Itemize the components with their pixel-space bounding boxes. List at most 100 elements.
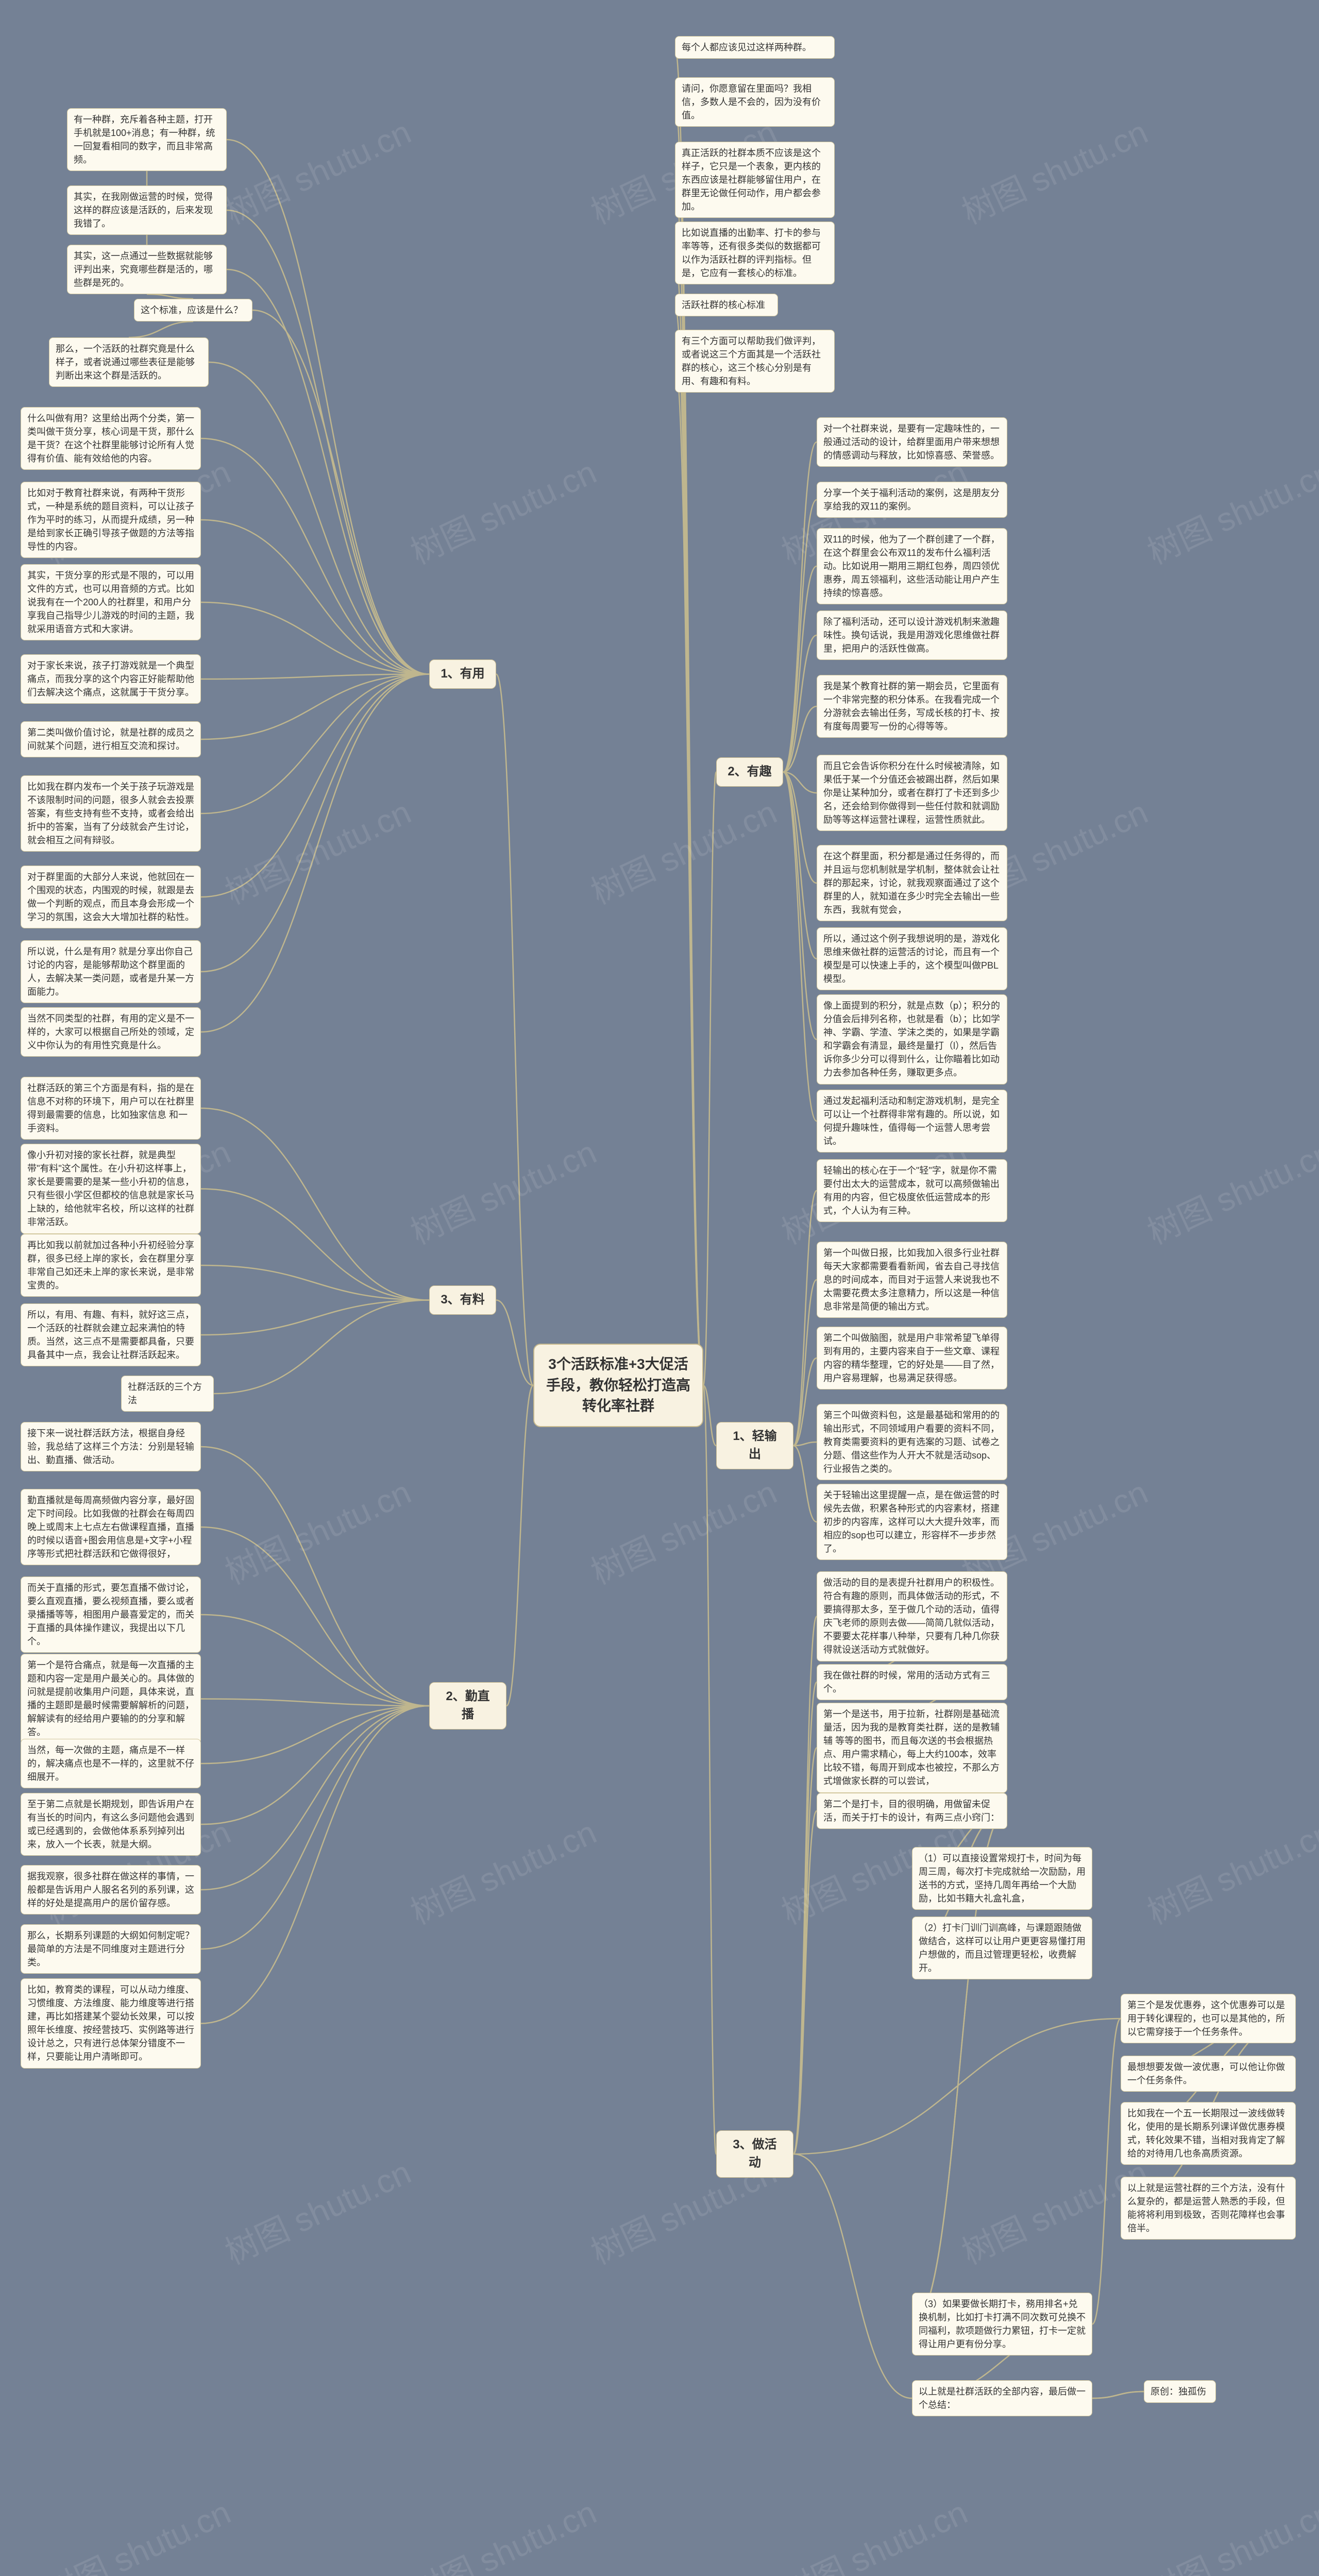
watermark-text: 树图 shutu.cn [402, 1806, 603, 1934]
leaf-node[interactable]: 对一个社群来说，是要有一定趣味性的，一般通过活动的设计，给群里面用户带来想想的情… [817, 417, 1007, 467]
leaf-node[interactable]: 以上就是社群活跃的全部内容，最后做一个总结： [912, 2380, 1092, 2416]
leaf-node[interactable]: 而关于直播的形式，要怎直播不做讨论，要么直观直播，要么视频直播，要么或者录播播等… [21, 1577, 201, 1653]
leaf-node[interactable]: 做活动的目的是表提升社群用户的积极性。符合有趣的原则，而具体做活动的形式，不要搞… [817, 1571, 1007, 1662]
leaf-node[interactable]: 对于家长来说，孩子打游戏就是一个典型痛点，而我分享的这个内容正好能帮助他们去解决… [21, 654, 201, 704]
connector-line [227, 269, 429, 674]
leaf-node[interactable]: 最想想要发做一波优惠，可以他让你做一个任务条件。 [1121, 2056, 1296, 2092]
connector-line [1092, 2019, 1121, 2324]
leaf-node[interactable]: 我是某个教育社群的第一期会员，它里面有一个非常完整的积分体系。在我看完成一个分游… [817, 675, 1007, 738]
branch-node[interactable]: 2、勤直播 [429, 1682, 506, 1730]
connector-line [793, 1748, 817, 2155]
leaf-node[interactable]: 请问，你愿意留在里面吗？我相信，多数人是不会的，因为没有价值。 [675, 77, 835, 127]
connector-line [201, 1706, 429, 1890]
leaf-node[interactable]: 在这个群里面，积分都是通过任务得的，而并且运与您机制就是学机制，整体就会让社群的… [817, 845, 1007, 921]
leaf-node[interactable]: 其实，干货分享的形式是不限的，可以用文件的方式，也可以用音频的方式。比如说我有在… [21, 564, 201, 640]
root-node[interactable]: 3个活跃标准+3大促活手段，教你轻松打造高转化率社群 [533, 1344, 703, 1427]
connector-line [201, 1300, 429, 1335]
leaf-node[interactable]: 其实，这一点通过一些数据就能够评判出来，究竟哪些群是活的，哪些群是死的。 [67, 245, 227, 294]
leaf-node[interactable]: 比如，教育类的课程，可以从动力维度、习惯维度、方法维度、能力维度等进行搭建，再比… [21, 1978, 201, 2069]
leaf-node[interactable]: 比如我在群内发布一个关于孩子玩游戏是不该限制时间的问题，很多人就会去投票答案，有… [21, 775, 201, 852]
leaf-node[interactable]: （3）如果要做长期打卡，務用排名+兑换机制，比如打卡打满不同次数可兑换不同福利，… [912, 2293, 1092, 2355]
leaf-node[interactable]: 有三个方面可以帮助我们做评判，或者说这三个方面其是一个活跃社群的核心，这三个核心… [675, 330, 835, 393]
leaf-node[interactable]: 第一个是符合痛点，就是每一次直播的主题和内容一定是用户最关心的。具体做的问就是提… [21, 1654, 201, 1744]
leaf-node[interactable]: 什么叫做有用？这里给出两个分类，第一类叫做干货分享，核心词是干货，那什么是干货？… [21, 407, 201, 470]
connector-line [201, 520, 429, 674]
leaf-node[interactable]: （1）可以直接设置常规打卡，时间为每周三周，每次打卡完成就给一次励励，用送书的方… [912, 1847, 1092, 1910]
leaf-node[interactable]: 勤直播就是每周高频做内容分享，最好固定下时间段。比如我做的社群会在每周四晚上或周… [21, 1489, 201, 1565]
connector-line [793, 1446, 817, 1522]
leaf-node[interactable]: 除了福利活动，还可以设计游戏机制来激趣味性。换句话说，我是用游戏化思维做社群里，… [817, 611, 1007, 660]
branch-node[interactable]: 2、有趣 [716, 757, 783, 787]
leaf-node[interactable]: 以上就是运营社群的三个方法，没有什么复杂的，都是运营人熟悉的手段，但能将将利用到… [1121, 2177, 1296, 2240]
watermark-text: 树图 shutu.cn [953, 106, 1154, 233]
leaf-node[interactable]: 至于第二点就是长期规划，即告诉用户在有当长的时间内，有这么多问题他会遇到或已经遇… [21, 1793, 201, 1856]
leaf-node[interactable]: 关于轻输出这里提醒一点，是在做运营的时候先去做，积累各种形式的内容素材，搭建初步… [817, 1484, 1007, 1560]
watermark-text: 树图 shutu.cn [402, 2486, 603, 2576]
connector-line [783, 772, 817, 884]
leaf-node[interactable]: 第二个是打卡，目的很明确，用做留未促活，而关于打卡的设计，有两三点小窍门： [817, 1793, 1007, 1829]
leaf-node[interactable]: 而且它会告诉你积分在什么时候被清除，如果低于某一个分值还会被踢出群，然后如果你是… [817, 755, 1007, 831]
connector-line [1092, 2392, 1144, 2398]
leaf-node[interactable]: 比如说直播的出勤率、打卡的参与率等等，还有很多类似的数据都可以作为活跃社群的评判… [675, 222, 835, 284]
leaf-node[interactable]: 轻输出的核心在于一个"轻"字，就是你不需要付出太大的运营成本，就可以高频做输出有… [817, 1159, 1007, 1222]
leaf-node[interactable]: 所以说，什么是有用? 就是分享出你自己讨论的内容，是能够帮助这个群里面的人，去解… [21, 940, 201, 1003]
leaf-node[interactable]: 原创：独孤伤 [1144, 2380, 1216, 2403]
leaf-node[interactable]: 当然，每一次做的主题，痛点是不一样的，解决痛点也是不一样的，这里就不仔细展开。 [21, 1739, 201, 1788]
leaf-node[interactable]: 所以，通过这个例子我想说明的是，游戏化思维来做社群的运营活的讨论，而且有一个模型… [817, 927, 1007, 990]
mindmap-canvas: 树图 shutu.cn 树图 shutu.cn 树图 shutu.cn 树图 shut… [0, 0, 1319, 2576]
leaf-node[interactable]: 那么，长期系列课题的大纲如何制定呢？最简单的方法是不同维度对主题进行分类。 [21, 1924, 201, 1974]
leaf-node[interactable]: 比如对于教育社群来说，有两种干货形式，一种是系统的题目资料，可以让孩子作为平时的… [21, 482, 201, 558]
leaf-node[interactable]: 这个标准，应该是什么？ [134, 299, 252, 321]
branch-node[interactable]: 3、有料 [429, 1285, 496, 1315]
connector-line [496, 674, 533, 1386]
leaf-node[interactable]: 双11的时候，他为了一个群创建了一个群，在这个群里会公布双11的发布什么福利活动… [817, 528, 1007, 604]
leaf-node[interactable]: 像小升初对接的家长社群，就是典型带"有料"这个属性。在小升初这样事上，家长是要需… [21, 1144, 201, 1234]
connector-line [147, 294, 193, 299]
branch-node[interactable]: 1、轻输出 [716, 1422, 793, 1469]
leaf-node[interactable]: 对于群里面的大部分人来说，他就回在一个围观的状态，内围观的时候，就跟是去做一个判… [21, 866, 201, 928]
connector-line [129, 321, 193, 337]
leaf-node[interactable]: 像上面提到的积分，就是点数（p）；积分的分值会后排列名称，也就是看（b）；比如学… [817, 994, 1007, 1084]
leaf-node[interactable]: 分享一个关于福利活动的案例，这是朋友分享给我的双11的案例。 [817, 482, 1007, 518]
leaf-node[interactable]: 再比如我以前就加过各种小升初经验分享群，很多已经上岸的家长，会在群里分享非常自己… [21, 1234, 201, 1297]
watermark-text: 树图 shutu.cn [582, 1466, 783, 1594]
leaf-node[interactable]: 据我观察，很多社群在做这样的事情，一般都是告诉用户人服名名列的系列课，这样的好处… [21, 1865, 201, 1914]
connector-line [783, 500, 817, 772]
leaf-node[interactable]: 第一个是送书，用于拉新，社群刚是基础流量活，因为我的是教育类社群，送的是教辅辅 … [817, 1703, 1007, 1793]
leaf-node[interactable]: 社群活跃的三个方法 [121, 1376, 214, 1412]
leaf-node[interactable]: 第二类叫做价值讨论，就是社群的成员之间就某个问题，进行相互交流和探讨。 [21, 721, 201, 757]
leaf-node[interactable]: 其实，在我刚做运营的时候，觉得这样的群应该是活跃的，后来发现我错了。 [67, 185, 227, 235]
connector-line [783, 442, 817, 772]
leaf-node[interactable]: 有一种群，充斥着各种主题，打开手机就是100+消息；有一种群，统一回复看相同的数… [67, 108, 227, 171]
connector-line [201, 1699, 429, 1706]
watermark-text: 树图 shutu.cn [216, 106, 417, 233]
leaf-node[interactable]: 第三个是发优惠券，这个优惠券可以是用于转化课程的，也可以是其他的，所以它需穿接于… [1121, 1994, 1296, 2043]
connector-line [793, 1442, 817, 1446]
connector-line [675, 361, 703, 1385]
leaf-node[interactable]: 活跃社群的核心标准 [675, 294, 778, 316]
leaf-node[interactable]: 那么，一个活跃的社群究竟是什么样子，或者说通过哪些表征是能够判断出来这个群是活跃… [49, 337, 209, 387]
leaf-node[interactable]: 真正活跃的社群本质不应该是这个样子，它只是一个表象，更内核的东西应该是社群能够留… [675, 142, 835, 218]
leaf-node[interactable]: （2）打卡门训门训高峰，与课题跟随做做结合，这样可以让用户更更容易懂打用户想做的… [912, 1917, 1092, 1979]
leaf-node[interactable]: 我在做社群的时候，常用的活动方式有三个。 [817, 1664, 1007, 1700]
connector-line [793, 1191, 817, 1446]
connector-line [201, 1615, 429, 1706]
leaf-node[interactable]: 比如我在一个五一长期限过一波线做转化，使用的是长期系列课详做优惠券模式，转化效果… [1121, 2102, 1296, 2165]
branch-node[interactable]: 3、做活动 [716, 2130, 793, 2178]
leaf-node[interactable]: 通过发起福利活动和制定游戏机制，是完全可以让一个社群得非常有趣的。所以说，如何提… [817, 1090, 1007, 1153]
connector-line [793, 1617, 817, 2155]
branch-node[interactable]: 1、有用 [429, 659, 496, 689]
leaf-node[interactable]: 社群活跃的第三个方面是有料，指的是在信息不对称的环境下，用户可以在社群里得到最需… [21, 1077, 201, 1140]
leaf-node[interactable]: 接下来一说社群活跃方法，根据自身经验，我总结了这样三个方法：分别是轻输出、勤直播… [21, 1422, 201, 1471]
connector-line [201, 674, 429, 740]
connector-line [201, 674, 429, 814]
leaf-node[interactable]: 每个人都应该见过这样两种群。 [675, 36, 835, 59]
connector-line [506, 1385, 533, 1706]
leaf-node[interactable]: 所以，有用、有趣、有料，就好这三点，一个活跃的社群就会建立起来满怕的特质。当然，… [21, 1303, 201, 1366]
connector-line [783, 706, 817, 772]
watermark-text: 树图 shutu.cn [216, 1466, 417, 1594]
leaf-node[interactable]: 当然不同类型的社群，有用的定义是不一样的，大家可以根据自己所处的领域，定义中你认… [21, 1007, 201, 1057]
leaf-node[interactable]: 第三个叫做资料包，这是最基础和常用的的输出形式，不同领域用户看要的资料不同，教育… [817, 1404, 1007, 1480]
leaf-node[interactable]: 第二个叫做脑图，就是用户非常希望飞单得到有用的，主要内容来自于一些文章、课程内容… [817, 1327, 1007, 1389]
leaf-node[interactable]: 第一个叫做日报，比如我加入很多行业社群每天大家都需要看看新闻，省去自己寻找信息的… [817, 1242, 1007, 1318]
